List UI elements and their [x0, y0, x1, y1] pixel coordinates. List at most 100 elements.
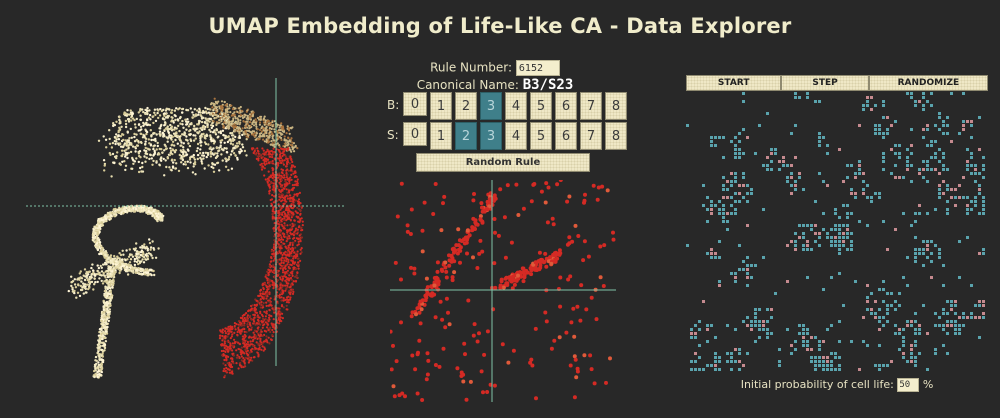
survival-digit-7-button[interactable]: 7: [580, 122, 602, 150]
birth-digit-1-button[interactable]: 1: [430, 92, 452, 120]
rule-number-input[interactable]: [515, 60, 560, 76]
umap-point: [256, 128, 259, 131]
umap-point: [107, 292, 110, 296]
umap-point: [108, 312, 111, 316]
umap-point: [240, 366, 243, 369]
umap-point: [134, 126, 137, 129]
survival-digit-5-button[interactable]: 5: [530, 122, 552, 150]
umap-point: [124, 268, 128, 271]
umap-point: [282, 291, 285, 294]
umap-point: [284, 198, 287, 201]
umap-point: [243, 330, 246, 333]
umap-point: [257, 343, 260, 346]
survival-digit-6-button[interactable]: 6: [555, 122, 577, 150]
umap-point: [292, 266, 295, 269]
birth-digit-7-button[interactable]: 7: [580, 92, 602, 120]
scatter-point: [582, 200, 586, 205]
start-button[interactable]: START: [686, 75, 782, 91]
survival-digit-0-button[interactable]: 0: [403, 122, 427, 146]
umap-point: [290, 278, 293, 281]
umap-point: [102, 216, 105, 219]
umap-point: [283, 233, 286, 236]
survival-digit-1-button[interactable]: 1: [430, 122, 452, 150]
scatter-point: [478, 214, 483, 219]
birth-digit-3-button[interactable]: 3: [480, 92, 502, 120]
umap-point: [240, 353, 243, 356]
umap-point: [145, 130, 149, 134]
survival-digit-2-button[interactable]: 2: [455, 122, 477, 150]
umap-point: [181, 123, 184, 126]
umap-point: [79, 284, 83, 288]
birth-digit-8-button[interactable]: 8: [605, 92, 627, 120]
local-scatter-plot[interactable]: [390, 180, 616, 402]
survival-digit-4-button[interactable]: 4: [505, 122, 527, 150]
umap-point: [265, 301, 268, 304]
umap-canvas[interactable]: [8, 78, 348, 398]
umap-point: [283, 139, 286, 142]
umap-point: [196, 142, 200, 146]
birth-digit-6-button[interactable]: 6: [555, 92, 577, 120]
umap-point: [286, 231, 289, 234]
umap-point: [141, 244, 144, 248]
randomize-button[interactable]: RANDOMIZE: [868, 75, 988, 91]
survival-digit-8-button[interactable]: 8: [605, 122, 627, 150]
umap-point: [292, 257, 295, 260]
scatter-point: [543, 251, 548, 256]
umap-point: [97, 363, 101, 367]
umap-point: [280, 179, 283, 182]
umap-point: [101, 352, 104, 355]
umap-point: [204, 117, 207, 120]
umap-point: [135, 157, 138, 160]
umap-point: [107, 265, 110, 268]
ca-cell: [714, 136, 717, 139]
umap-point: [209, 155, 213, 158]
umap-point: [109, 298, 112, 301]
umap-point: [118, 129, 122, 132]
birth-digit-0-button[interactable]: 0: [403, 92, 427, 116]
scatter-point: [546, 259, 551, 264]
umap-point: [262, 282, 265, 285]
scatter-point: [572, 395, 577, 400]
scatter-point: [575, 369, 580, 374]
umap-point: [103, 251, 106, 254]
umap-point: [267, 141, 270, 144]
umap-point: [128, 261, 132, 264]
survival-digit-3-button[interactable]: 3: [480, 122, 502, 150]
umap-point: [251, 122, 254, 126]
scatter-point: [466, 298, 471, 303]
umap-point: [273, 311, 276, 314]
umap-point: [285, 172, 288, 175]
umap-point: [96, 222, 100, 225]
umap-point: [143, 273, 147, 276]
umap-point: [101, 335, 104, 338]
umap-point: [300, 251, 303, 254]
birth-digit-4-button[interactable]: 4: [505, 92, 527, 120]
umap-point: [215, 146, 219, 150]
birth-digit-2-button[interactable]: 2: [455, 92, 477, 120]
umap-point: [265, 157, 268, 161]
scatter-point: [482, 208, 487, 213]
umap-point: [114, 142, 117, 146]
ca-cell: [690, 368, 693, 371]
umap-point: [283, 218, 286, 222]
umap-point: [236, 330, 239, 334]
umap-point: [105, 296, 108, 299]
umap-point: [125, 264, 128, 267]
umap-point: [290, 137, 293, 140]
umap-point: [180, 161, 183, 164]
umap-plot[interactable]: [8, 78, 348, 398]
umap-point: [100, 270, 104, 273]
umap-point: [214, 111, 218, 114]
umap-point: [111, 152, 115, 156]
birth-digit-5-button[interactable]: 5: [530, 92, 552, 120]
scatter-point: [478, 238, 483, 243]
step-button[interactable]: STEP: [781, 75, 869, 91]
scatter-point: [471, 255, 475, 260]
umap-point: [211, 122, 214, 125]
ca-grid[interactable]: [686, 92, 988, 372]
random-rule-button[interactable]: Random Rule: [416, 153, 590, 172]
umap-point: [170, 111, 173, 115]
umap-point: [200, 162, 204, 165]
umap-point: [115, 133, 118, 136]
umap-point: [104, 286, 107, 290]
